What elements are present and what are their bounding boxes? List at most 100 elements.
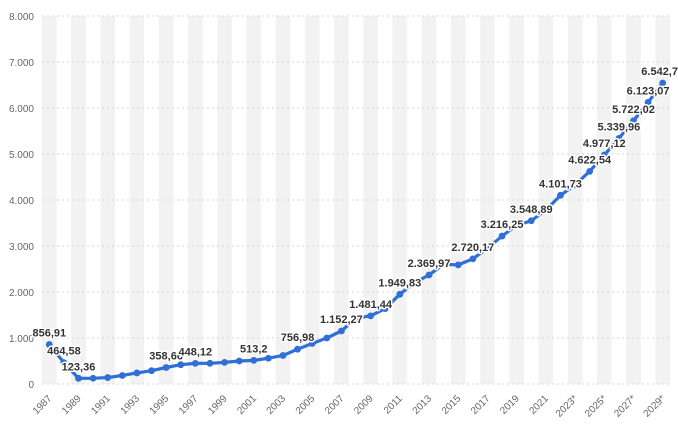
data-point xyxy=(396,290,404,298)
data-point xyxy=(557,191,564,199)
y-tick-label: 4.000 xyxy=(9,196,34,207)
x-tick-label: 2027* xyxy=(612,393,638,419)
data-label: 2.720,17 xyxy=(451,242,494,254)
x-tick-label: 1989 xyxy=(60,393,84,417)
data-label: 2.369,97 xyxy=(408,258,451,270)
data-point xyxy=(571,181,579,189)
data-point xyxy=(659,79,667,87)
y-tick-label: 8.000 xyxy=(9,12,34,23)
data-label: 464,58 xyxy=(47,346,81,358)
y-tick-label: 0 xyxy=(28,380,34,391)
y-tick-label: 2.000 xyxy=(9,288,34,299)
background-band xyxy=(158,16,174,384)
data-point xyxy=(352,314,360,322)
data-point xyxy=(45,341,53,348)
x-tick-label: 1995 xyxy=(148,393,172,417)
data-label: 358,66 xyxy=(149,351,183,363)
data-point xyxy=(527,217,535,225)
data-point xyxy=(513,221,521,229)
data-point xyxy=(308,340,316,347)
data-point xyxy=(542,206,550,214)
x-tick-label: 2011 xyxy=(382,393,405,416)
data-label: 4.622,54 xyxy=(568,154,612,166)
data-point xyxy=(177,361,185,369)
data-point xyxy=(323,334,331,342)
x-tick-label: 2005 xyxy=(294,393,318,417)
background-band xyxy=(363,16,378,384)
data-point xyxy=(264,354,272,362)
data-point xyxy=(440,261,448,268)
x-tick-label: 2013 xyxy=(411,393,435,417)
data-point xyxy=(615,134,623,142)
x-tick-label: 2023* xyxy=(554,393,580,419)
data-label: 6.542,78 xyxy=(641,66,678,78)
data-label: 5.339,96 xyxy=(597,121,640,133)
x-axis-ticks: 1987 1989 1991 1993 1995 1997 1999 2001 2003 2005… xyxy=(31,393,668,420)
data-point xyxy=(60,359,68,367)
data-label: 3.216,25 xyxy=(481,219,524,231)
y-axis-ticks: 0 1.000 2.000 3.000 4.000 5.000 6.000 7.000 8.00… xyxy=(9,12,34,391)
data-point xyxy=(148,367,155,375)
data-label: 513,2 xyxy=(240,343,268,355)
background-band xyxy=(509,16,524,384)
data-point xyxy=(469,255,477,263)
data-point xyxy=(484,244,491,252)
data-label: 856,91 xyxy=(32,328,66,340)
data-point xyxy=(221,358,228,366)
data-label: 4.977,12 xyxy=(583,138,626,150)
data-label: 1.949,83 xyxy=(378,277,421,289)
data-point xyxy=(600,151,608,159)
data-point xyxy=(75,374,82,382)
background-band xyxy=(392,16,408,384)
data-label: 448,12 xyxy=(179,346,213,358)
y-tick-label: 3.000 xyxy=(9,242,34,253)
data-label: 4.101,73 xyxy=(539,178,582,190)
data-point xyxy=(294,345,301,353)
background-band xyxy=(188,16,203,384)
y-tick-label: 7.000 xyxy=(9,58,34,69)
data-label: 123,36 xyxy=(62,361,96,373)
x-tick-label: 2009 xyxy=(352,393,376,417)
x-tick-label: 1997 xyxy=(177,393,201,417)
x-tick-label: 1999 xyxy=(206,393,230,417)
data-point xyxy=(235,357,243,365)
x-tick-label: 1993 xyxy=(119,393,143,417)
data-point xyxy=(89,374,97,382)
data-label: 6.123,07 xyxy=(627,85,670,97)
data-point xyxy=(454,261,462,269)
background-band xyxy=(567,16,583,384)
data-point xyxy=(630,117,637,125)
x-tick-label: 2025* xyxy=(583,393,609,419)
background-band xyxy=(596,16,612,384)
data-point xyxy=(279,352,287,359)
x-tick-label: 2003 xyxy=(265,393,289,417)
background-band xyxy=(217,16,232,384)
y-tick-label: 5.000 xyxy=(9,150,34,161)
background-bands xyxy=(42,16,670,384)
x-tick-label: 2017 xyxy=(469,393,493,417)
x-tick-label: 1987 xyxy=(31,393,55,417)
x-tick-label: 2029* xyxy=(642,393,668,419)
x-tick-label: 1991 xyxy=(89,393,113,417)
data-label: 1.481,44 xyxy=(349,299,393,311)
data-label: 1.152,27 xyxy=(320,314,363,326)
series-layer xyxy=(45,79,667,382)
data-point xyxy=(337,327,345,335)
data-label: 5.722,02 xyxy=(612,104,655,116)
x-tick-label: 2021 xyxy=(527,393,551,417)
data-point xyxy=(411,279,418,287)
data-point xyxy=(104,374,112,381)
data-point xyxy=(425,271,433,279)
data-point xyxy=(586,167,594,175)
data-point xyxy=(133,369,141,377)
data-point xyxy=(367,312,375,320)
data-point xyxy=(644,98,652,106)
data-label: 756,98 xyxy=(281,332,315,344)
y-tick-label: 6.000 xyxy=(9,104,34,115)
x-tick-label: 2019 xyxy=(498,393,522,417)
x-tick-label: 2015 xyxy=(440,393,464,417)
y-tick-label: 1.000 xyxy=(9,334,34,345)
x-tick-label: 2007 xyxy=(323,393,347,417)
